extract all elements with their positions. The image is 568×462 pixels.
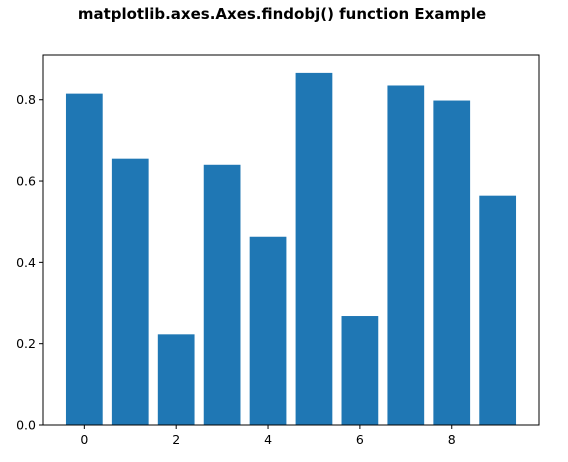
y-axis-ticks: 0.0 0.2 0.4 0.6 0.8 xyxy=(16,92,43,433)
y-tick-label-0.4: 0.4 xyxy=(16,255,36,270)
x-tick-label-2: 2 xyxy=(172,432,180,447)
y-tick-label-0.8: 0.8 xyxy=(16,92,36,107)
bar-1 xyxy=(111,158,149,425)
x-tick-label-8: 8 xyxy=(448,432,456,447)
axes-frame xyxy=(42,54,540,426)
bars-group xyxy=(65,72,517,426)
bar-3 xyxy=(203,164,241,425)
chart-title: matplotlib.axes.Axes.findobj() function … xyxy=(78,5,486,23)
bar-0 xyxy=(65,93,103,425)
x-tick-label-0: 0 xyxy=(80,432,88,447)
bar-8 xyxy=(433,100,471,425)
y-tick-label-0.0: 0.0 xyxy=(16,418,36,433)
y-tick-label-0.6: 0.6 xyxy=(16,174,36,189)
bar-4 xyxy=(249,236,287,425)
bar-5 xyxy=(295,72,333,425)
y-tick-label-0.2: 0.2 xyxy=(16,336,36,351)
x-tick-label-6: 6 xyxy=(356,432,364,447)
bar-2 xyxy=(157,334,195,425)
x-tick-label-4: 4 xyxy=(264,432,272,447)
bar-9 xyxy=(479,195,517,425)
x-axis-ticks: 0 2 4 6 8 xyxy=(80,425,456,447)
bar-6 xyxy=(341,316,379,425)
bar-7 xyxy=(387,85,425,426)
